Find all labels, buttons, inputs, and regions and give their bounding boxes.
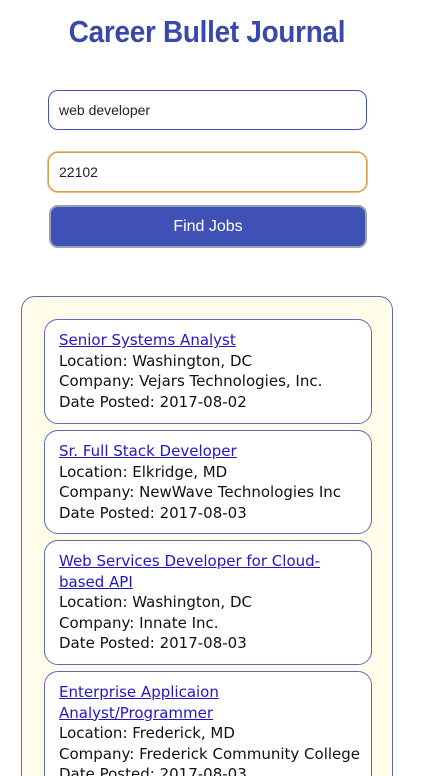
job-card: Sr. Full Stack Developer Location: Elkri… xyxy=(44,430,372,534)
job-card: Web Services Developer for Cloud-based A… xyxy=(44,540,372,665)
results-panel: Senior Systems Analyst Location: Washing… xyxy=(21,296,393,776)
job-location: Location: Washington, DC xyxy=(59,593,252,611)
job-date-posted: Date Posted: 2017-08-02 xyxy=(59,392,247,411)
job-company: Company: Frederick Community College xyxy=(59,744,361,763)
job-location: Location: Frederick, MD xyxy=(59,724,235,742)
job-card: Senior Systems Analyst Location: Washing… xyxy=(44,319,372,424)
job-card: Enterprise Applicaion Analyst/Programmer… xyxy=(44,671,372,776)
find-jobs-button[interactable]: Find Jobs xyxy=(49,205,367,248)
job-location: Location: Washington, DC xyxy=(59,351,252,370)
job-date-posted: Date Posted: 2017-08-03 xyxy=(59,503,247,522)
page-title: Career Bullet Journal xyxy=(68,14,346,49)
keyword-input[interactable] xyxy=(48,90,367,130)
job-title-link[interactable]: Enterprise Applicaion Analyst/Programmer xyxy=(59,683,219,722)
job-title-link[interactable]: Senior Systems Analyst xyxy=(59,331,236,349)
job-company: Company: Vejars Technologies, Inc. xyxy=(59,372,323,390)
job-company: Company: NewWave Technologies Inc xyxy=(59,483,342,501)
job-location: Location: Elkridge, MD xyxy=(59,462,228,481)
job-title-link[interactable]: Sr. Full Stack Developer xyxy=(59,442,237,460)
job-date-posted: Date Posted: 2017-08-03 xyxy=(59,634,247,652)
job-title-link[interactable]: Web Services Developer for Cloud-based A… xyxy=(59,552,321,591)
zip-code-input[interactable] xyxy=(48,152,367,192)
job-date-posted: Date Posted: 2017-08-03 xyxy=(59,765,247,776)
job-company: Company: Innate Inc. xyxy=(59,613,219,632)
